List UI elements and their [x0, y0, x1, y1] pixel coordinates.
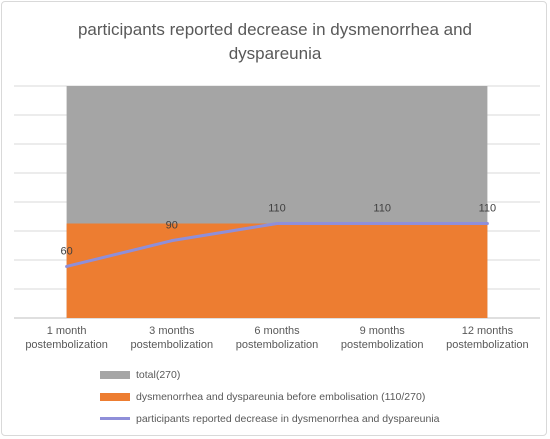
- data-label: 110: [268, 202, 286, 214]
- legend-swatch-reported-decrease: [100, 417, 130, 420]
- x-tick-label: 1 month postembolization: [25, 325, 108, 351]
- line-point: [485, 221, 489, 225]
- x-tick-label: 12 months postembolization: [446, 325, 529, 351]
- data-labels: 60 90 110 110 110: [60, 202, 496, 257]
- data-label: 60: [60, 245, 72, 257]
- area-series: [66, 86, 488, 318]
- legend-item-before-embolisation: dysmenorrhea and dyspareunia before embo…: [100, 388, 540, 405]
- line-series: [65, 221, 489, 268]
- line-point: [380, 221, 384, 225]
- line-point: [275, 221, 279, 225]
- area-series-1: [66, 223, 488, 318]
- x-tick-label: 6 months postembolization: [236, 325, 319, 351]
- x-tick-label: 3 months postembolization: [131, 325, 214, 351]
- legend-label-total: total(270): [136, 368, 181, 381]
- x-tick-label: 9 months postembolization: [341, 325, 424, 351]
- legend-swatch-before-embolisation: [100, 392, 130, 401]
- legend-label-reported-decrease: participants reported decrease in dysmen…: [136, 412, 440, 425]
- chart-title: participants reported decrease in dysmen…: [77, 20, 473, 63]
- x-axis-tick-labels: 1 month postembolization 3 months postembol…: [25, 325, 528, 351]
- legend-label-before-embolisation: dysmenorrhea and dyspareunia before embo…: [136, 390, 426, 403]
- data-label: 90: [166, 220, 178, 232]
- line-point: [65, 264, 69, 268]
- line-point: [170, 239, 174, 243]
- legend-item-total: total(270): [100, 366, 540, 383]
- legend: total(270) dysmenorrhea and dyspareunia …: [100, 366, 540, 432]
- data-label: 110: [373, 202, 391, 214]
- legend-item-reported-decrease: participants reported decrease in dysmen…: [100, 410, 540, 427]
- legend-swatch-total: [100, 370, 130, 379]
- data-label: 110: [479, 202, 497, 214]
